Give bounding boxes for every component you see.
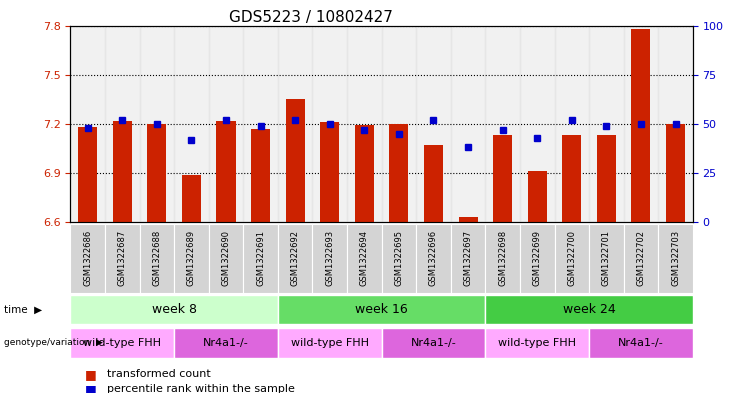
- Bar: [278, 26, 313, 222]
- Text: week 8: week 8: [152, 303, 196, 316]
- Bar: [182, 174, 201, 222]
- Bar: [278, 295, 485, 324]
- Text: GSM1322694: GSM1322694: [360, 230, 369, 285]
- Bar: [243, 26, 278, 222]
- Bar: [520, 26, 554, 222]
- Bar: [174, 328, 278, 358]
- Bar: [554, 26, 589, 222]
- Bar: [589, 224, 624, 293]
- Bar: [666, 124, 685, 222]
- Bar: [278, 328, 382, 358]
- Text: genotype/variation  ▶: genotype/variation ▶: [4, 338, 102, 347]
- Text: GSM1322693: GSM1322693: [325, 230, 334, 286]
- Bar: [485, 224, 520, 293]
- Bar: [347, 224, 382, 293]
- Bar: [589, 26, 624, 222]
- Bar: [79, 127, 97, 222]
- Bar: [658, 26, 693, 222]
- Text: GSM1322692: GSM1322692: [290, 230, 299, 285]
- Text: GDS5223 / 10802427: GDS5223 / 10802427: [229, 10, 393, 25]
- Text: GSM1322696: GSM1322696: [429, 230, 438, 286]
- Text: Nr4a1-/-: Nr4a1-/-: [411, 338, 456, 348]
- Text: GSM1322698: GSM1322698: [498, 230, 507, 286]
- Bar: [416, 224, 451, 293]
- Bar: [589, 328, 693, 358]
- Text: week 16: week 16: [355, 303, 408, 316]
- Bar: [494, 135, 512, 222]
- Bar: [216, 121, 236, 222]
- Bar: [624, 224, 658, 293]
- Bar: [390, 124, 408, 222]
- Text: GSM1322687: GSM1322687: [118, 230, 127, 286]
- Text: GSM1322688: GSM1322688: [153, 230, 162, 286]
- Text: percentile rank within the sample: percentile rank within the sample: [107, 384, 296, 393]
- Bar: [243, 224, 278, 293]
- Bar: [70, 224, 105, 293]
- Bar: [355, 125, 373, 222]
- Text: wild-type FHH: wild-type FHH: [290, 338, 369, 348]
- Bar: [70, 26, 105, 222]
- Bar: [139, 26, 174, 222]
- Text: GSM1322699: GSM1322699: [533, 230, 542, 285]
- Bar: [631, 29, 651, 222]
- Bar: [485, 26, 520, 222]
- Bar: [105, 224, 139, 293]
- Bar: [416, 26, 451, 222]
- Bar: [209, 26, 243, 222]
- Text: ■: ■: [85, 367, 97, 381]
- Bar: [70, 328, 174, 358]
- Bar: [624, 26, 658, 222]
- Text: GSM1322703: GSM1322703: [671, 230, 680, 286]
- Bar: [382, 26, 416, 222]
- Bar: [451, 224, 485, 293]
- Bar: [658, 224, 693, 293]
- Text: time  ▶: time ▶: [4, 305, 41, 314]
- Bar: [562, 135, 581, 222]
- Text: Nr4a1-/-: Nr4a1-/-: [618, 338, 664, 348]
- Bar: [597, 135, 616, 222]
- Bar: [382, 224, 416, 293]
- Bar: [70, 295, 278, 324]
- Bar: [113, 121, 132, 222]
- Text: wild-type FHH: wild-type FHH: [498, 338, 576, 348]
- Bar: [459, 217, 477, 222]
- Text: GSM1322695: GSM1322695: [394, 230, 403, 285]
- Bar: [528, 171, 547, 222]
- Bar: [139, 224, 174, 293]
- Bar: [451, 26, 485, 222]
- Bar: [147, 124, 166, 222]
- Bar: [174, 224, 209, 293]
- Bar: [251, 129, 270, 222]
- Text: transformed count: transformed count: [107, 369, 211, 379]
- Bar: [278, 224, 313, 293]
- Bar: [485, 295, 693, 324]
- Text: GSM1322690: GSM1322690: [222, 230, 230, 285]
- Text: GSM1322697: GSM1322697: [464, 230, 473, 286]
- Bar: [105, 26, 139, 222]
- Bar: [520, 224, 554, 293]
- Bar: [320, 122, 339, 222]
- Text: Nr4a1-/-: Nr4a1-/-: [203, 338, 249, 348]
- Text: ■: ■: [85, 382, 97, 393]
- Text: GSM1322702: GSM1322702: [637, 230, 645, 285]
- Bar: [485, 328, 589, 358]
- Bar: [347, 26, 382, 222]
- Bar: [209, 224, 243, 293]
- Bar: [424, 145, 443, 222]
- Text: week 24: week 24: [562, 303, 616, 316]
- Text: GSM1322701: GSM1322701: [602, 230, 611, 285]
- Text: GSM1322686: GSM1322686: [83, 230, 92, 286]
- Bar: [174, 26, 209, 222]
- Bar: [285, 99, 305, 222]
- Bar: [382, 328, 485, 358]
- Bar: [313, 26, 347, 222]
- Text: GSM1322691: GSM1322691: [256, 230, 265, 285]
- Bar: [313, 224, 347, 293]
- Text: GSM1322700: GSM1322700: [568, 230, 576, 285]
- Bar: [554, 224, 589, 293]
- Text: wild-type FHH: wild-type FHH: [83, 338, 162, 348]
- Text: GSM1322689: GSM1322689: [187, 230, 196, 286]
